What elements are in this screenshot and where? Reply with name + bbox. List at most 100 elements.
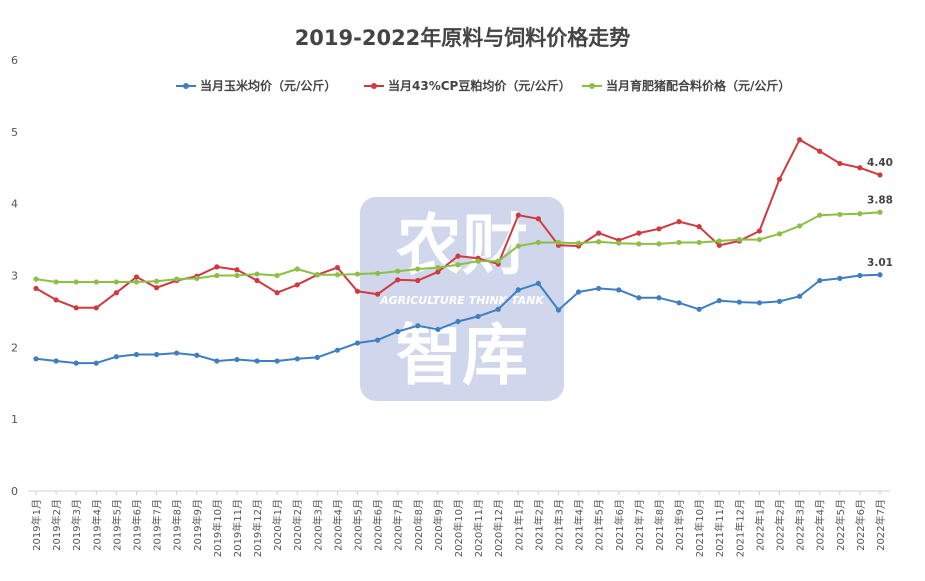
x-tick-label: 2021年11月 (713, 499, 726, 557)
data-point (555, 239, 562, 246)
watermark-logo: 农财 AGRICULTURE THINK TANK 智库 (360, 197, 564, 401)
data-point (696, 224, 702, 230)
data-point (194, 275, 200, 281)
data-point (354, 340, 361, 346)
data-point (656, 241, 662, 247)
x-tick-label: 2022年6月 (854, 499, 867, 551)
data-point (555, 307, 562, 313)
x-tick-label: 2020年2月 (291, 499, 304, 551)
data-point (535, 216, 541, 222)
x-tick-label: 2020年9月 (432, 499, 445, 551)
data-point (53, 279, 59, 285)
data-point (133, 274, 140, 280)
data-point (354, 271, 361, 277)
x-tick-label: 2021年10月 (693, 499, 706, 557)
data-point (515, 243, 521, 249)
data-point (73, 360, 79, 366)
x-tick-label: 2020年10月 (452, 499, 465, 557)
data-point (676, 219, 682, 225)
legend-label: 当月43%CP豆粕均价（元/公斤） (388, 78, 571, 93)
x-tick-label: 2020年6月 (372, 499, 385, 551)
y-tick-label: 4 (11, 198, 18, 211)
legend-swatch-marker (589, 83, 595, 89)
series-layer: 3.01 4.40 3.88 (33, 137, 893, 366)
data-point (113, 279, 119, 285)
x-tick-label: 2019年9月 (191, 499, 204, 551)
data-point (294, 356, 300, 362)
x-tick-label: 2019年4月 (90, 499, 103, 551)
data-point (535, 280, 541, 287)
data-point (455, 253, 461, 259)
x-tick-label: 2019年3月 (70, 499, 83, 551)
data-point (515, 287, 521, 293)
x-tick-label: 2022年3月 (794, 499, 807, 551)
data-point (797, 223, 803, 229)
data-point (214, 358, 220, 364)
data-point (33, 276, 39, 282)
data-point (93, 279, 99, 285)
data-point (716, 242, 722, 248)
data-point (153, 351, 160, 358)
watermark-badge (360, 197, 564, 401)
data-point (857, 211, 863, 217)
data-point (254, 358, 260, 364)
data-point (857, 272, 863, 279)
data-point (314, 354, 320, 360)
data-point (636, 295, 642, 301)
x-tick-label: 2020年5月 (352, 499, 365, 551)
data-point (234, 356, 240, 363)
data-point (877, 272, 883, 278)
x-tick-label: 2021年12月 (733, 499, 746, 557)
x-tick-label: 2022年7月 (874, 499, 887, 551)
data-point (776, 176, 783, 182)
data-point (73, 279, 79, 285)
data-point (797, 293, 803, 299)
data-point (415, 277, 421, 284)
x-tick-label: 2019年10月 (211, 499, 224, 557)
data-point (756, 236, 763, 243)
data-point (395, 328, 401, 335)
watermark-text-top: 农财 (396, 207, 528, 284)
data-point (756, 228, 763, 234)
x-tick-label: 2021年5月 (593, 499, 606, 551)
data-point (616, 287, 622, 293)
end-data-label: 3.01 (867, 257, 893, 269)
data-point (837, 275, 843, 281)
chart-title: 2019-2022年原料与饲料价格走势 (294, 26, 631, 50)
y-tick-label: 0 (11, 485, 18, 498)
legend-item-1: 当月玉米均价（元/公斤） (176, 78, 336, 93)
y-tick-label: 2 (11, 341, 18, 354)
data-point (234, 272, 240, 279)
data-point (113, 290, 119, 296)
data-point (133, 279, 140, 285)
x-tick-label: 2021年6月 (613, 499, 626, 551)
data-point (776, 231, 783, 237)
legend: 当月玉米均价（元/公斤） 当月43%CP豆粕均价（元/公斤） 当月育肥猪配合料价格（… (176, 78, 790, 93)
series-3: 3.88 (33, 194, 893, 285)
data-point (395, 277, 401, 283)
data-point (93, 360, 99, 366)
x-tick-label: 2019年7月 (151, 499, 164, 551)
end-data-label: 3.88 (867, 194, 893, 206)
data-point (475, 258, 481, 264)
data-point (435, 269, 441, 275)
data-point (716, 298, 722, 304)
data-point (596, 239, 602, 245)
data-point (334, 272, 341, 278)
data-point (33, 356, 39, 362)
legend-swatch-marker (183, 83, 189, 89)
x-tick-label: 2021年7月 (633, 499, 646, 551)
data-point (756, 300, 763, 306)
data-point (596, 230, 602, 236)
data-point (334, 347, 341, 353)
data-point (575, 289, 582, 295)
data-point (254, 271, 260, 277)
data-point (415, 266, 421, 272)
y-tick-label: 6 (11, 54, 18, 67)
x-tick-label: 2020年12月 (492, 499, 505, 557)
data-point (174, 350, 180, 356)
data-point (877, 172, 883, 178)
data-point (33, 285, 39, 292)
series-1: 3.01 (33, 257, 893, 366)
data-point (435, 326, 441, 332)
